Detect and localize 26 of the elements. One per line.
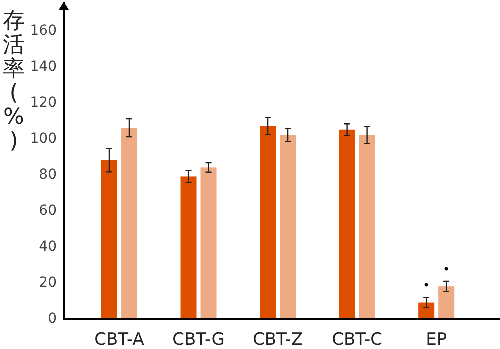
x-tick-label: CBT-G (172, 330, 225, 349)
y-tick-label: 100 (30, 130, 57, 147)
y-tick-label: 80 (39, 166, 57, 183)
bar (101, 160, 118, 319)
x-tick-label: CBT-C (332, 330, 382, 349)
y-tick-label: 160 (30, 22, 57, 39)
bar (200, 168, 217, 319)
y-tick-label: 140 (30, 58, 57, 75)
x-tick-label: CBT-Z (252, 330, 304, 349)
bar (438, 286, 455, 319)
bar (359, 135, 376, 319)
bar (260, 126, 276, 319)
y-axis-title: 存活率(%) (3, 9, 25, 154)
annotation: • (423, 278, 430, 293)
bar (280, 135, 296, 319)
bar (180, 176, 197, 319)
y-tick-label: 120 (30, 94, 57, 111)
y-tick-label: 20 (39, 274, 57, 291)
y-tick-label: 0 (48, 311, 57, 327)
bar (121, 128, 138, 319)
x-tick-label: CBT-A (94, 330, 145, 349)
annotation: • (443, 262, 450, 277)
bar (339, 130, 356, 319)
x-tick-label: EP (426, 330, 448, 349)
y-tick-label: 40 (39, 238, 57, 255)
y-tick-label: 60 (39, 202, 57, 219)
